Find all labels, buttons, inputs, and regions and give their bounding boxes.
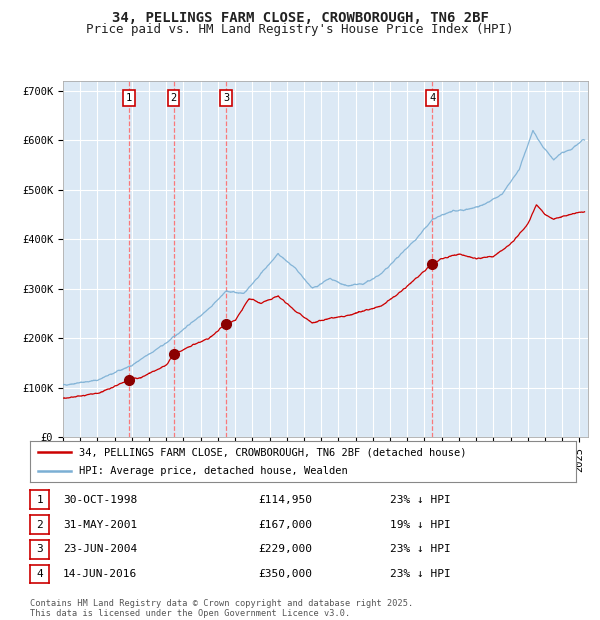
Text: 3: 3 — [223, 93, 229, 103]
Text: £350,000: £350,000 — [258, 569, 312, 579]
Text: 19% ↓ HPI: 19% ↓ HPI — [390, 520, 451, 529]
Text: 4: 4 — [429, 93, 436, 103]
Text: 4: 4 — [36, 569, 43, 579]
Text: 2: 2 — [36, 520, 43, 529]
Text: 23% ↓ HPI: 23% ↓ HPI — [390, 544, 451, 554]
Text: 34, PELLINGS FARM CLOSE, CROWBOROUGH, TN6 2BF (detached house): 34, PELLINGS FARM CLOSE, CROWBOROUGH, TN… — [79, 448, 467, 458]
Text: Contains HM Land Registry data © Crown copyright and database right 2025.
This d: Contains HM Land Registry data © Crown c… — [30, 599, 413, 618]
Text: 14-JUN-2016: 14-JUN-2016 — [63, 569, 137, 579]
Text: 1: 1 — [126, 93, 132, 103]
Text: 2: 2 — [170, 93, 176, 103]
Text: 30-OCT-1998: 30-OCT-1998 — [63, 495, 137, 505]
Text: 1: 1 — [36, 495, 43, 505]
Text: 3: 3 — [36, 544, 43, 554]
Text: £114,950: £114,950 — [258, 495, 312, 505]
Text: 31-MAY-2001: 31-MAY-2001 — [63, 520, 137, 529]
Text: Price paid vs. HM Land Registry's House Price Index (HPI): Price paid vs. HM Land Registry's House … — [86, 23, 514, 36]
Text: 23% ↓ HPI: 23% ↓ HPI — [390, 495, 451, 505]
Text: £167,000: £167,000 — [258, 520, 312, 529]
Text: 23-JUN-2004: 23-JUN-2004 — [63, 544, 137, 554]
Text: 34, PELLINGS FARM CLOSE, CROWBOROUGH, TN6 2BF: 34, PELLINGS FARM CLOSE, CROWBOROUGH, TN… — [112, 11, 488, 25]
Text: HPI: Average price, detached house, Wealden: HPI: Average price, detached house, Weal… — [79, 466, 348, 476]
Text: £229,000: £229,000 — [258, 544, 312, 554]
Text: 23% ↓ HPI: 23% ↓ HPI — [390, 569, 451, 579]
